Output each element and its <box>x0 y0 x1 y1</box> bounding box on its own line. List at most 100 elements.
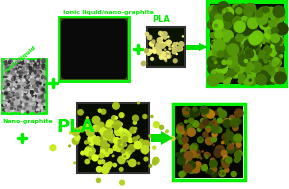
Circle shape <box>249 28 260 38</box>
Circle shape <box>37 89 39 91</box>
Circle shape <box>92 116 100 124</box>
Bar <box>77 103 149 173</box>
Circle shape <box>269 34 273 38</box>
Circle shape <box>9 90 10 92</box>
Circle shape <box>24 96 25 97</box>
Circle shape <box>41 95 43 97</box>
Circle shape <box>6 96 7 97</box>
Circle shape <box>177 157 185 165</box>
Circle shape <box>29 75 31 77</box>
Circle shape <box>257 69 261 73</box>
Circle shape <box>118 140 122 143</box>
Circle shape <box>34 97 35 98</box>
Circle shape <box>23 63 25 66</box>
Circle shape <box>249 79 251 81</box>
Circle shape <box>30 79 31 81</box>
Circle shape <box>8 104 10 106</box>
Circle shape <box>164 36 166 39</box>
Circle shape <box>94 137 101 145</box>
Circle shape <box>144 52 145 53</box>
Circle shape <box>43 62 44 63</box>
Circle shape <box>21 92 23 93</box>
Circle shape <box>104 155 106 157</box>
Circle shape <box>168 40 169 41</box>
Bar <box>78 104 148 172</box>
Circle shape <box>19 81 22 83</box>
Circle shape <box>85 146 93 154</box>
Circle shape <box>11 60 12 61</box>
Circle shape <box>42 100 44 102</box>
Circle shape <box>177 124 184 130</box>
Circle shape <box>221 39 226 43</box>
Circle shape <box>156 46 160 50</box>
Circle shape <box>167 54 171 58</box>
Circle shape <box>197 128 201 131</box>
Circle shape <box>182 36 184 37</box>
Circle shape <box>34 61 35 62</box>
Circle shape <box>6 59 9 61</box>
Circle shape <box>34 61 37 64</box>
Circle shape <box>234 67 240 72</box>
Circle shape <box>259 57 267 65</box>
Circle shape <box>211 70 219 77</box>
Circle shape <box>249 33 260 45</box>
Circle shape <box>214 24 217 27</box>
Circle shape <box>13 60 15 62</box>
Circle shape <box>17 96 19 98</box>
Circle shape <box>209 50 219 60</box>
Circle shape <box>156 51 158 52</box>
Bar <box>173 104 245 180</box>
Circle shape <box>36 93 38 95</box>
Circle shape <box>18 67 21 69</box>
Circle shape <box>180 153 184 157</box>
Circle shape <box>219 64 222 67</box>
Circle shape <box>190 149 198 157</box>
Circle shape <box>97 178 101 182</box>
Circle shape <box>273 33 281 41</box>
Circle shape <box>6 60 7 61</box>
Circle shape <box>133 121 136 124</box>
Circle shape <box>266 66 278 78</box>
Circle shape <box>88 134 96 142</box>
Circle shape <box>233 61 240 68</box>
Circle shape <box>213 39 225 51</box>
Circle shape <box>226 77 229 80</box>
Circle shape <box>271 64 280 74</box>
Circle shape <box>231 172 236 177</box>
Circle shape <box>214 38 224 48</box>
Circle shape <box>222 60 226 64</box>
Circle shape <box>98 109 101 112</box>
Circle shape <box>214 26 221 33</box>
Circle shape <box>31 82 33 84</box>
Circle shape <box>279 13 283 17</box>
Circle shape <box>200 106 208 114</box>
Circle shape <box>242 21 252 31</box>
Circle shape <box>37 108 39 110</box>
Circle shape <box>32 80 33 82</box>
Circle shape <box>215 79 219 83</box>
Circle shape <box>108 134 114 140</box>
Circle shape <box>11 79 13 80</box>
Circle shape <box>98 129 101 132</box>
Circle shape <box>198 137 203 143</box>
Circle shape <box>33 67 36 70</box>
Circle shape <box>28 88 31 90</box>
Circle shape <box>10 64 13 67</box>
Circle shape <box>38 66 39 67</box>
Circle shape <box>243 29 249 36</box>
Circle shape <box>15 74 16 75</box>
Circle shape <box>188 118 194 123</box>
Circle shape <box>152 40 155 43</box>
Circle shape <box>216 36 222 42</box>
Circle shape <box>271 12 281 22</box>
Circle shape <box>227 145 235 153</box>
Circle shape <box>245 39 250 44</box>
Circle shape <box>18 108 20 111</box>
Circle shape <box>11 105 12 106</box>
Circle shape <box>23 61 26 64</box>
Circle shape <box>31 103 33 105</box>
Circle shape <box>227 57 238 68</box>
Circle shape <box>35 63 36 64</box>
Circle shape <box>276 36 284 44</box>
Circle shape <box>13 85 15 87</box>
